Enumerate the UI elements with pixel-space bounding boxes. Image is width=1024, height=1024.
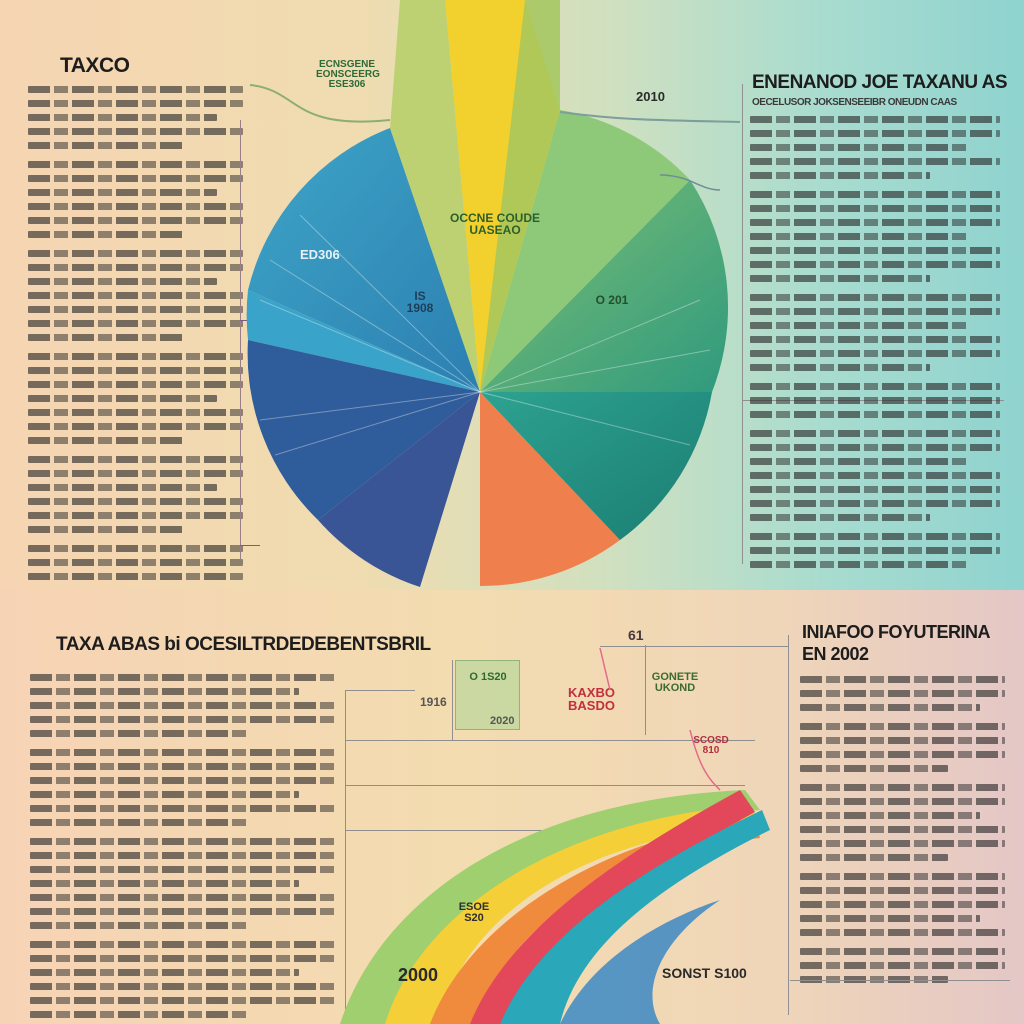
title-top-left: TAXCO: [60, 54, 130, 77]
text-block-bottom-left: [30, 674, 336, 1024]
connector-line: [249, 84, 391, 123]
connector-line: [240, 545, 260, 546]
grid-line: [645, 645, 646, 735]
arc-band-blue: [560, 900, 720, 1024]
bottom-label-h: ESOE S20: [458, 901, 490, 924]
pie-streaks: [259, 214, 711, 456]
bottom-infographic-panel: TAXA ABAS bi OCESILTRDEDEBENTSBRIL 61 O …: [0, 590, 1024, 1024]
title-top-right: ENENANOD JOE TAXANU AS: [752, 72, 1008, 93]
text-block-top-left: [28, 86, 243, 587]
bottom-label-g: SCOSD 810: [693, 735, 729, 756]
pie-label-left: ED306: [300, 247, 340, 262]
text-block-bottom-right: [800, 676, 1005, 990]
pink-leader: [599, 647, 721, 791]
rainbow-arc-chart: [340, 647, 770, 1024]
callout-top-right-label: 2010: [636, 89, 665, 104]
bottom-label-d: GONETE UKOND: [651, 671, 699, 694]
pie-slice-indigo: [318, 392, 480, 587]
bottom-label-e: 1916: [420, 695, 447, 709]
pie-slice-light-blue: [246, 290, 480, 392]
connector-line: [559, 111, 741, 123]
title-bottom-right-line2: EN 2002: [802, 644, 869, 664]
grid-line: [345, 785, 745, 786]
grid-line: [600, 646, 788, 647]
pie-slice-orange: [480, 392, 620, 587]
pie-slice-green: [480, 180, 729, 392]
pie-slice-olive: [390, 0, 480, 392]
pie-label-center: OCCNE COUDE UASEAO: [449, 211, 540, 237]
pie-slice-dark-blue: [247, 340, 480, 520]
bottom-label-a: 61: [628, 627, 644, 643]
pie-label-right: O 201: [595, 293, 629, 307]
arc-band-green: [340, 790, 760, 1024]
title-bottom-left: TAXA ABAS bi OCESILTRDEDEBENTSBRIL: [56, 634, 431, 655]
pie-chart: [246, 0, 741, 587]
grid-line: [452, 660, 453, 740]
grid-line: [345, 740, 755, 741]
pie-slice-light-green: [480, 110, 690, 392]
grid-line: [788, 635, 789, 1015]
bottom-label-b: O 1S20: [469, 671, 507, 683]
bottom-label-f: 2020: [490, 715, 515, 727]
bottom-label-c: KAXBO BASDO: [568, 685, 615, 713]
top-infographic-panel: TAXCO ECNSGENE EONSCEERG ESE306 2010: [0, 0, 1024, 590]
grid-line: [345, 690, 346, 1024]
subtitle-top-right: OECELUSOR JOKSENSEEIBR ONEUDN CAAS: [752, 97, 957, 108]
pie-slice-lime: [480, 0, 560, 392]
title-bottom-right-line1: INIAFOO FOYUTERINA: [802, 622, 991, 642]
text-block-top-right: [750, 116, 1000, 575]
callout-top-left-label: ECNSGENE EONSCEERG ESE306: [316, 59, 380, 90]
pie-slice-blue: [248, 128, 480, 392]
grid-line: [790, 980, 1010, 981]
connector-line: [240, 120, 241, 560]
grid-line: [345, 690, 415, 691]
bottom-label-bottom-left: 2000: [398, 965, 439, 985]
arc-band-teal: [500, 810, 770, 1024]
pie-label-mid: IS 1908: [406, 289, 434, 315]
bottom-label-bottom-right: SONST S100: [662, 965, 747, 981]
connector-line: [659, 174, 721, 191]
green-callout-box: [455, 660, 520, 730]
connector-line: [742, 84, 743, 564]
pie-slice-teal: [480, 392, 712, 540]
